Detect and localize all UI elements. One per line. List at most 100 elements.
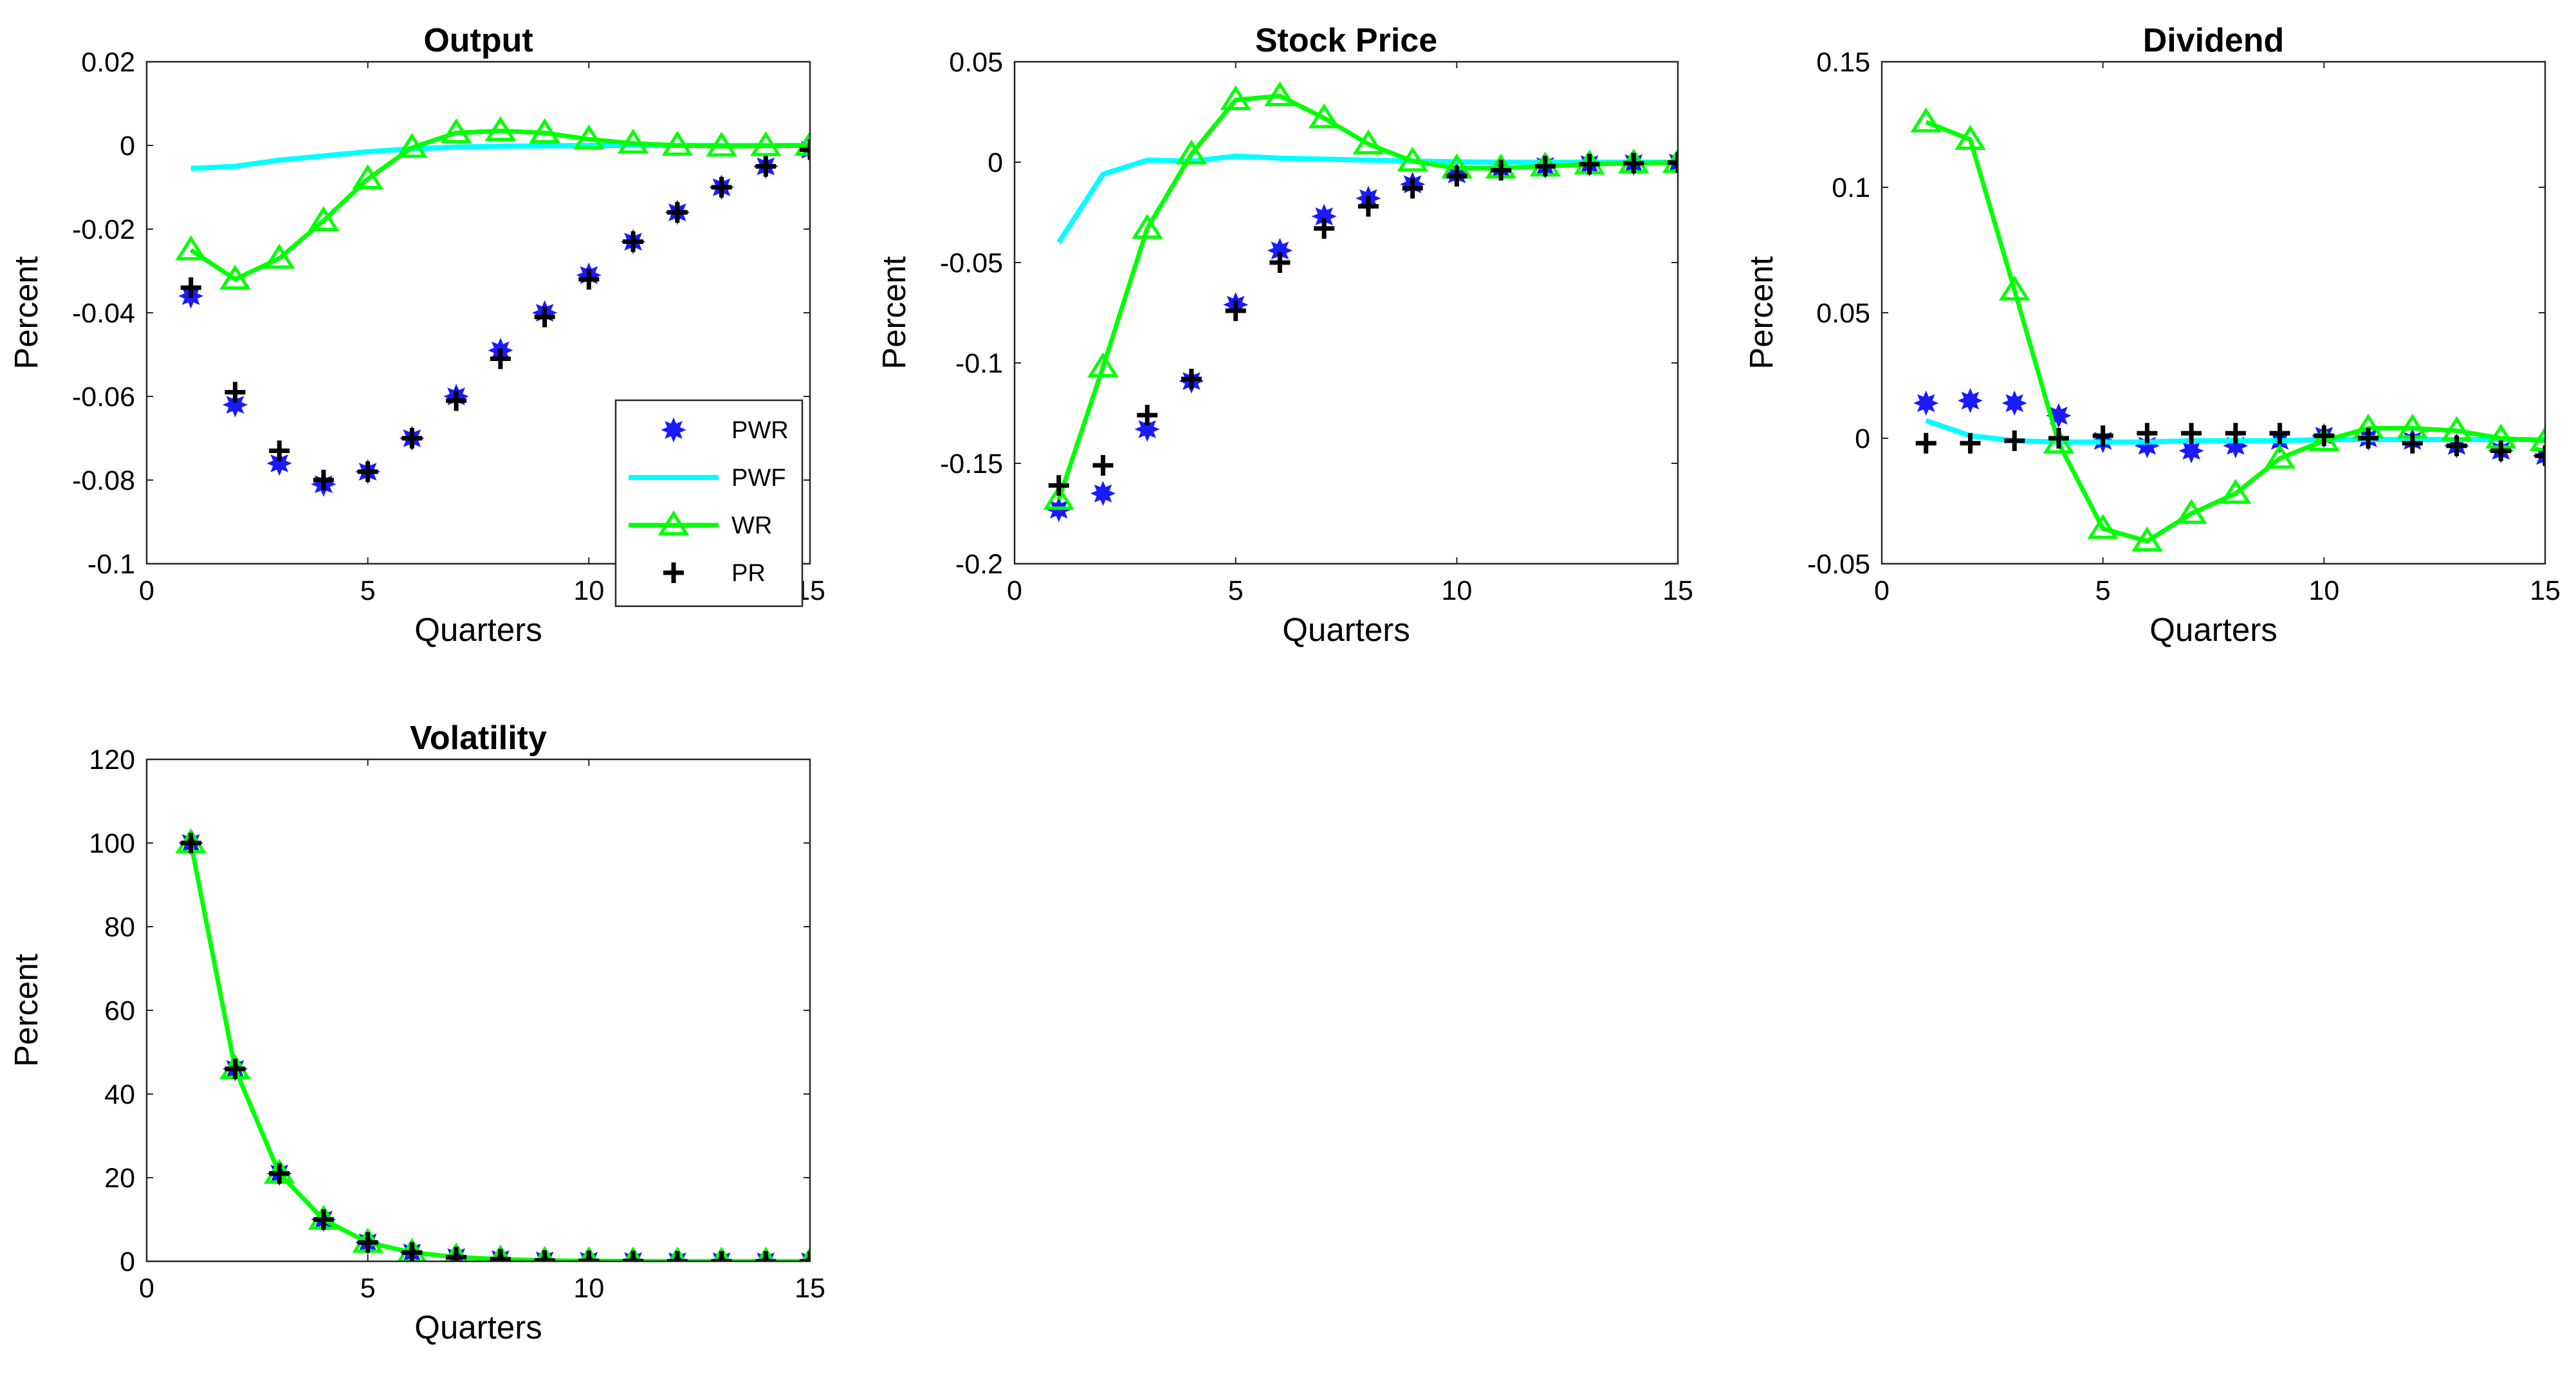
output-series-wr-point <box>484 116 517 142</box>
volatility-x-axis-label: Quarters <box>414 1309 542 1346</box>
dividend-series-wr-point <box>2175 499 2207 524</box>
stock-price-y-axis-label: Percent <box>876 256 912 369</box>
dividend-plot-area <box>1882 62 2545 564</box>
stock-price-x-tick-label: 5 <box>1228 575 1244 606</box>
dividend-series-pr-point <box>2225 423 2246 444</box>
stock-price-series-pr-point <box>1579 154 1600 175</box>
output-series-pr-point <box>755 156 777 177</box>
dividend-series-wr-point <box>1955 125 1986 150</box>
volatility-y-tick-label: 80 <box>104 912 135 943</box>
output-series-pr-point <box>534 306 555 328</box>
stock-price-series-pr-point <box>1048 475 1069 496</box>
output-series-pr-point <box>401 428 423 449</box>
stock-price-series-pr-point <box>1314 218 1335 239</box>
output-y-tick-label: -0.04 <box>72 298 135 329</box>
dividend-series-pr-point <box>2092 425 2113 447</box>
dividend-series-wr-point <box>2264 443 2295 469</box>
legend-label: PWF <box>731 465 786 492</box>
output-series-pr-point <box>180 277 201 298</box>
dividend-chart: 0 5 10 15-0.0500.050.10.15DividendQuartersP… <box>1743 22 2561 648</box>
output-series-wr-point <box>794 131 810 156</box>
volatility-axes-box <box>145 758 811 1263</box>
stock-price-series-wr-point <box>1308 103 1340 129</box>
volatility-series-pr-point <box>269 1163 290 1184</box>
stock-price-series-pr-point <box>1446 165 1467 187</box>
stock-price-plot-area <box>1015 62 1678 564</box>
output-series-wr-point <box>396 133 428 158</box>
volatility-x-tick-label: 10 <box>573 1273 604 1304</box>
stock-price-series-pr-point <box>1092 455 1114 476</box>
output-axes-box <box>145 60 811 565</box>
dividend-series-pr-point <box>1915 432 1937 454</box>
volatility-series-pr-point <box>357 1232 378 1253</box>
output-series-wr-point <box>617 129 649 154</box>
stock-price-series-wr-point <box>1397 146 1428 172</box>
dividend-series-pr-point <box>2402 432 2423 454</box>
output-title: Output <box>423 22 533 59</box>
stock-price-series-wr-point <box>1220 85 1251 111</box>
volatility-y-tick-label: 120 <box>89 745 135 775</box>
volatility-series-pr-point <box>711 1251 732 1261</box>
stock-price-y-tick-label: -0.2 <box>955 549 1003 580</box>
dividend-x-tick-label: 10 <box>2308 575 2339 606</box>
volatility-y-tick-label: 0 <box>120 1247 135 1277</box>
dividend-title: Dividend <box>2143 22 2285 59</box>
dividend-series-wr-point <box>2308 426 2340 451</box>
output-series-wr-point <box>529 118 560 144</box>
stock-price-series-wr-point <box>1352 129 1385 154</box>
stock-price-series-wr-point <box>1087 352 1119 378</box>
stock-price-series-group <box>1043 81 1678 523</box>
stock-price-x-tick-label: 0 <box>1007 575 1022 606</box>
output-series-pr-point <box>269 440 290 461</box>
output-series-wr-point <box>352 164 383 189</box>
volatility-title: Volatility <box>410 719 547 757</box>
volatility-series-pr-point <box>180 833 201 853</box>
dividend-y-tick-label: 0.05 <box>1816 298 1870 329</box>
dividend-series-pr-point <box>2535 445 2545 467</box>
output-series-pr-point <box>357 461 378 482</box>
dividend-series-pwr-point <box>2178 438 2204 464</box>
dividend-series-wr-line <box>1925 120 2545 544</box>
output-y-axis-label: Percent <box>8 256 44 369</box>
output-series-wr-point <box>219 264 251 290</box>
volatility-series-pr-point <box>490 1248 511 1261</box>
volatility-series-pr-point <box>313 1209 334 1230</box>
dividend-y-tick-label: 0 <box>1855 423 1870 454</box>
legend-box <box>614 399 804 607</box>
stock-price-series-pr-point <box>1623 153 1644 174</box>
dividend-x-tick-label: 15 <box>2530 575 2561 606</box>
stock-price-y-tick-label: -0.1 <box>955 348 1003 379</box>
stock-price-series-pr-point <box>1225 300 1246 321</box>
dividend-y-tick-label: 0.1 <box>1832 172 1870 203</box>
dividend-series-pr-point <box>2004 430 2025 451</box>
output-series-pr-point <box>490 348 511 369</box>
output-series-pr-point <box>711 177 732 198</box>
output-x-tick-label: 0 <box>139 575 154 606</box>
output-series-wr-point <box>573 124 605 150</box>
output-series-wr-line <box>189 128 810 282</box>
stock-price-x-axis-label: Quarters <box>1282 611 1410 648</box>
dividend-series-pwr-point <box>2001 390 2027 416</box>
dividend-y-tick-label: 0.15 <box>1816 47 1870 78</box>
legend-label: WR <box>731 512 772 539</box>
volatility-x-tick-label: 15 <box>795 1273 825 1304</box>
volatility-series-pr-point <box>755 1251 777 1261</box>
dividend-series-pr-point <box>2358 428 2379 449</box>
volatility-series-pr-point <box>667 1251 688 1261</box>
stock-price-series-wr-point <box>1131 214 1163 239</box>
stock-price-series-pwr-point <box>1267 237 1293 263</box>
stock-price-series-wr-point <box>1043 485 1075 510</box>
volatility-plot-area <box>147 759 810 1261</box>
stock-price-title: Stock Price <box>1255 22 1437 59</box>
output-series-pwr-point <box>222 392 248 418</box>
output-series-wr-point <box>308 206 340 231</box>
output-y-tick-label: -0.1 <box>87 549 135 580</box>
dividend-series-pr-point <box>1960 432 1981 454</box>
stock-price-x-tick-label: 10 <box>1441 575 1472 606</box>
output-x-tick-label: 10 <box>573 575 604 606</box>
volatility-y-axis-label: Percent <box>8 954 44 1067</box>
output-series-pr-point <box>446 390 467 411</box>
output-series-pr-point <box>623 231 644 252</box>
dividend-series-pr-point <box>2314 425 2335 447</box>
